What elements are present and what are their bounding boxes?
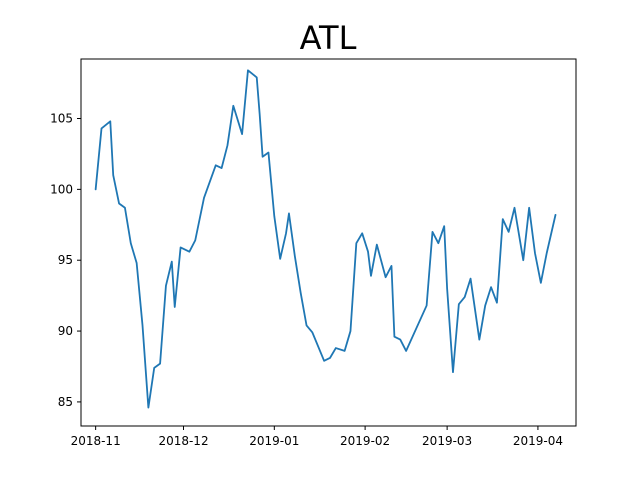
- x-tick-label: 2019-03: [422, 434, 472, 448]
- y-tick-label: 90: [58, 324, 73, 338]
- y-tick-label: 95: [58, 253, 73, 267]
- y-tick-label: 105: [50, 112, 73, 126]
- series-line: [94, 69, 557, 409]
- y-axis: 85 90 95 100 105: [50, 112, 81, 409]
- x-tick-label: 2019-04: [513, 434, 563, 448]
- y-tick-label: 85: [58, 395, 73, 409]
- x-tick-label: 2018-11: [71, 434, 121, 448]
- x-axis: 2018-11 2018-12 2019-01 2019-02 2019-03 2019-…: [71, 426, 563, 448]
- plot-frame: [80, 58, 577, 427]
- x-tick-label: 2019-01: [249, 434, 299, 448]
- chart-title: ATL: [300, 19, 357, 57]
- x-tick-label: 2018-12: [158, 434, 208, 448]
- x-tick-label: 2019-02: [340, 434, 390, 448]
- y-tick-label: 100: [50, 182, 73, 196]
